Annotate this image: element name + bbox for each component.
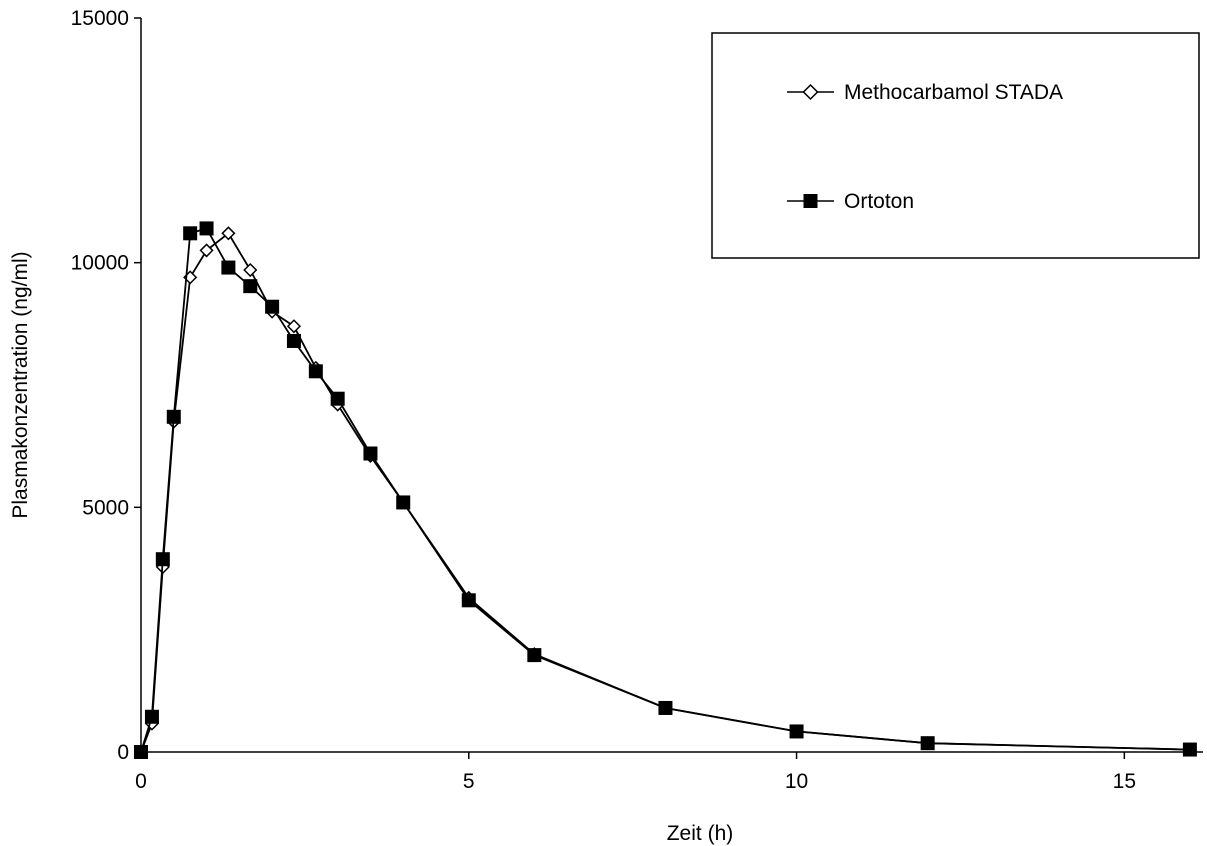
x-tick-label: 0 bbox=[135, 770, 147, 793]
data-point-square bbox=[199, 221, 214, 236]
legend-box bbox=[711, 32, 1200, 259]
data-point-square bbox=[265, 299, 280, 314]
series-methocarbamol-stada bbox=[133, 226, 1197, 760]
series-layer bbox=[133, 221, 1197, 760]
data-point-square bbox=[658, 700, 673, 715]
data-point-square bbox=[144, 709, 159, 724]
data-point-square bbox=[789, 724, 804, 739]
data-point-square bbox=[243, 279, 258, 294]
data-point-square bbox=[1182, 742, 1197, 757]
data-point-square bbox=[461, 593, 476, 608]
data-point-diamond bbox=[243, 262, 258, 278]
series-line bbox=[140, 227, 1190, 753]
data-point-diamond bbox=[199, 243, 214, 258]
data-point-square bbox=[286, 333, 301, 348]
y-tick-label: 10000 bbox=[71, 252, 129, 275]
data-point-diamond bbox=[221, 226, 236, 241]
x-tick-label: 5 bbox=[463, 770, 475, 793]
y-axis-title: Plasmakonzentration (ng/ml) bbox=[9, 251, 32, 518]
data-point-square bbox=[920, 736, 935, 751]
data-point-square bbox=[308, 364, 323, 379]
y-tick-label: 15000 bbox=[71, 7, 129, 30]
data-point-square bbox=[183, 226, 198, 241]
data-point-square bbox=[155, 552, 170, 567]
data-point-diamond bbox=[286, 319, 302, 334]
legend: Methocarbamol STADA Ortoton bbox=[711, 32, 1200, 259]
legend-marker-methocarbamol bbox=[802, 83, 819, 101]
data-point-square bbox=[330, 391, 345, 406]
series-ortoton bbox=[134, 221, 1197, 759]
legend-label-ortoton: Ortoton bbox=[844, 190, 914, 213]
data-point-square bbox=[396, 495, 411, 510]
data-point-square bbox=[166, 409, 181, 424]
data-point-square bbox=[527, 648, 542, 663]
data-point-square bbox=[134, 745, 148, 759]
data-point-square bbox=[363, 446, 378, 461]
legend-label-methocarbamol: Methocarbamol STADA bbox=[844, 81, 1063, 104]
axes bbox=[140, 18, 1203, 753]
x-tick-label: 10 bbox=[785, 770, 808, 793]
y-tick-label: 5000 bbox=[82, 496, 129, 519]
series-line bbox=[140, 231, 1190, 753]
data-point-square bbox=[221, 260, 236, 275]
axis-ticks: 0 5000 10000 15000 0 5 10 15 bbox=[71, 7, 1136, 793]
y-tick-label: 0 bbox=[117, 741, 129, 764]
x-axis-title: Zeit (h) bbox=[667, 822, 734, 845]
legend-marker-ortoton bbox=[803, 194, 818, 208]
x-tick-label: 15 bbox=[1113, 770, 1136, 793]
